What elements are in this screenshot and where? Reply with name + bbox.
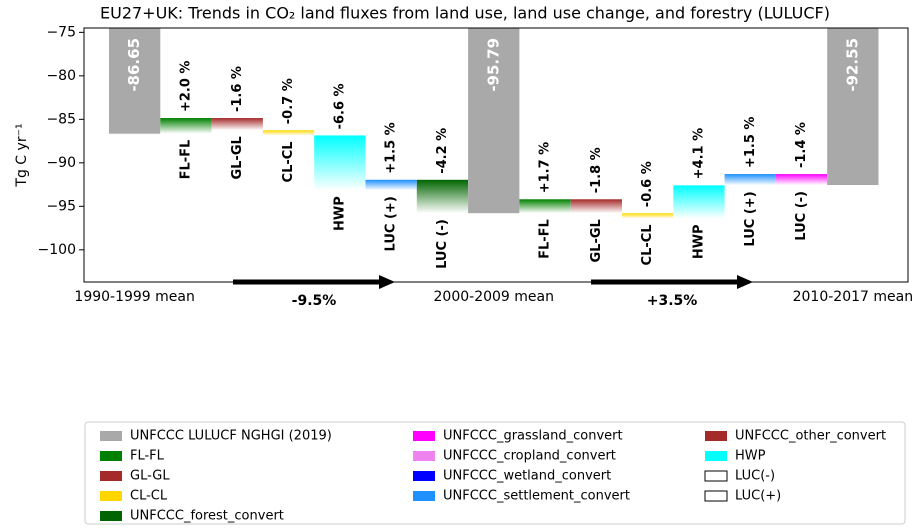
change-percent-label: +1.5 % [743, 117, 758, 168]
y-axis-label: Tg C yr⁻¹ [14, 123, 30, 187]
legend-label: UNFCCC_other_convert [735, 429, 886, 444]
x-tick-label: 1990-1999 mean [74, 289, 194, 305]
legend-box [84, 421, 906, 525]
y-tick-label: −95 [46, 198, 76, 214]
x-tick-label: 2010-2017 mean [793, 289, 913, 305]
change-percent-label: +2.0 % [178, 61, 193, 112]
period-arrow-head [379, 275, 395, 289]
total-bar [468, 28, 520, 214]
change-category-label: LUC (+) [384, 196, 399, 251]
y-tick-label: −85 [46, 111, 76, 127]
legend-label: UNFCCC_cropland_convert [443, 449, 616, 464]
change-percent-label: -4.2 % [435, 128, 450, 174]
change-category-label: HWP [691, 224, 706, 259]
legend-swatch [704, 490, 728, 502]
legend-swatch [413, 451, 435, 461]
legend-label: LUC(+) [735, 489, 781, 504]
change-bar [211, 118, 263, 131]
legend-label: HWP [735, 449, 766, 464]
legend-swatch [100, 511, 122, 521]
legend-swatch [100, 471, 122, 481]
change-bar [570, 199, 622, 214]
legend-swatch [705, 431, 727, 441]
y-tick-label: −75 [46, 24, 76, 40]
change-category-label: HWP [332, 196, 347, 231]
total-bar [827, 28, 879, 186]
legend-label: UNFCCC_grassland_convert [443, 429, 623, 444]
change-category-label: CL-CL [281, 141, 296, 182]
change-bar [160, 118, 212, 134]
legend-swatch [413, 431, 435, 441]
change-percent-label: -0.7 % [281, 78, 296, 124]
change-bar [724, 174, 776, 186]
total-value-label: -92.55 [843, 38, 861, 92]
legend-label: UNFCCC_wetland_convert [443, 469, 611, 484]
change-bar [622, 213, 674, 219]
legend-label: FL-FL [130, 449, 165, 464]
legend-swatch [100, 451, 122, 461]
change-category-label: LUC (-) [435, 219, 450, 269]
legend-swatch [100, 431, 122, 441]
change-percent-label: -1.8 % [589, 147, 604, 193]
legend-label: UNFCCC_forest_convert [130, 509, 284, 524]
plot-frame [83, 27, 909, 283]
change-percent-label: +4.1 % [691, 128, 706, 179]
change-bar [314, 135, 366, 191]
legend-label: UNFCCC LULUCF NGHGI (2019) [130, 429, 332, 444]
total-value-label: -86.65 [125, 38, 143, 92]
legend-swatch [413, 491, 435, 501]
legend-label: CL-CL [130, 489, 168, 504]
change-bar [775, 174, 828, 186]
change-percent-label: -6.6 % [332, 83, 347, 129]
chart-title: EU27+UK: Trends in CO₂ land fluxes from … [100, 4, 830, 23]
y-tick-label: −100 [38, 242, 76, 258]
change-category-label: CL-CL [640, 224, 655, 265]
legend-swatch [705, 451, 727, 461]
legend-label: GL-GL [130, 469, 170, 484]
total-value-label: -95.79 [484, 38, 502, 92]
total-bar [109, 28, 161, 134]
change-category-label: LUC (-) [794, 191, 809, 241]
change-bar [673, 185, 725, 219]
change-category-label: GL-GL [230, 136, 245, 179]
period-arrow-head [737, 275, 753, 289]
plot-area [109, 28, 879, 219]
change-percent-label: +1.7 % [538, 142, 553, 193]
change-category-label: GL-GL [589, 219, 604, 262]
change-category-label: FL-FL [538, 219, 553, 259]
change-percent-label: -1.4 % [794, 122, 809, 168]
change-bar [519, 199, 571, 214]
legend-swatch [704, 470, 728, 482]
change-percent-label: -1.6 % [230, 66, 245, 112]
y-tick-label: −90 [46, 155, 76, 171]
legend-swatch [100, 491, 122, 501]
change-category-label: LUC (+) [743, 191, 758, 246]
legend-swatch [413, 471, 435, 481]
change-bar [365, 179, 417, 191]
change-percent-label: -0.6 % [640, 161, 655, 207]
x-tick-label: 2000-2009 mean [434, 289, 554, 305]
change-bar [262, 130, 315, 136]
change-percent-label: +1.5 % [384, 122, 399, 173]
change-category-label: FL-FL [178, 140, 193, 180]
legend-label: UNFCCC_settlement_convert [443, 489, 630, 504]
change-bar [416, 179, 469, 214]
legend-label: LUC(-) [735, 469, 775, 484]
period-change-label: -9.5% [292, 293, 337, 309]
period-change-label: +3.5% [647, 293, 698, 309]
y-tick-label: −80 [46, 68, 76, 84]
